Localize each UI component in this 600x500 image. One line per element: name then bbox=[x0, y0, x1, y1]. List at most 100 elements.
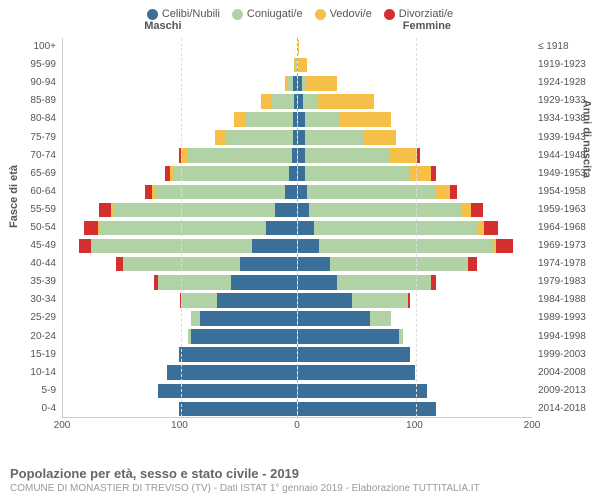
bar-segment bbox=[288, 75, 293, 92]
plot-area bbox=[62, 38, 532, 418]
legend-swatch bbox=[315, 9, 326, 20]
bar-segment bbox=[471, 202, 483, 219]
bar-segment bbox=[496, 238, 512, 255]
bar-segment bbox=[298, 328, 399, 345]
bar-segment bbox=[298, 184, 307, 201]
bar-segment bbox=[167, 364, 296, 381]
bar-segment bbox=[298, 202, 310, 219]
legend: Celibi/NubiliConiugati/eVedovi/eDivorzia… bbox=[0, 0, 600, 20]
birth-label: 1994-1998 bbox=[538, 332, 598, 342]
bar-segment bbox=[305, 165, 411, 182]
footer-title: Popolazione per età, sesso e stato civil… bbox=[10, 466, 594, 481]
bar-segment bbox=[79, 238, 91, 255]
bar-segment bbox=[99, 220, 266, 237]
bar-segment bbox=[188, 328, 190, 345]
bar-segment bbox=[431, 274, 436, 291]
birth-label: 1989-1993 bbox=[538, 313, 598, 323]
bar-segment bbox=[234, 111, 246, 128]
bar-segment bbox=[261, 93, 270, 110]
bar-segment bbox=[314, 220, 479, 237]
legend-swatch bbox=[147, 9, 158, 20]
birth-label: 1949-1953 bbox=[538, 169, 598, 179]
bar-segment bbox=[174, 165, 289, 182]
age-label: 30-34 bbox=[6, 295, 56, 305]
age-label: 85-89 bbox=[6, 96, 56, 106]
bar-segment bbox=[294, 93, 296, 110]
bar-segment bbox=[298, 364, 416, 381]
bar-segment bbox=[99, 202, 111, 219]
bar-segment bbox=[111, 202, 113, 219]
bar-segment bbox=[215, 129, 224, 146]
bar-segment bbox=[266, 220, 297, 237]
bar-segment bbox=[298, 383, 427, 400]
birth-label: ≤ 1918 bbox=[538, 42, 598, 52]
x-tick: 100 bbox=[406, 420, 423, 431]
birth-label: 1929-1933 bbox=[538, 96, 598, 106]
age-label: 5-9 bbox=[6, 386, 56, 396]
bar-segment bbox=[92, 238, 252, 255]
bar-segment bbox=[305, 75, 338, 92]
bar-segment bbox=[298, 238, 319, 255]
legend-label: Coniugati/e bbox=[247, 8, 303, 20]
bar-segment bbox=[158, 383, 297, 400]
birth-label: 1984-1988 bbox=[538, 295, 598, 305]
bar-segment bbox=[298, 292, 352, 309]
bar-segment bbox=[294, 57, 295, 74]
bar-segment bbox=[436, 184, 450, 201]
age-label: 60-64 bbox=[6, 187, 56, 197]
male-header: Maschi bbox=[144, 20, 181, 32]
bar-segment bbox=[307, 184, 436, 201]
bar-segment bbox=[337, 274, 431, 291]
bar-segment bbox=[305, 129, 364, 146]
bar-segment bbox=[462, 202, 471, 219]
x-tick: 200 bbox=[54, 420, 71, 431]
x-axis: 2001000100200 bbox=[62, 418, 532, 438]
age-label: 15-19 bbox=[6, 350, 56, 360]
birth-label: 2009-2013 bbox=[538, 386, 598, 396]
bar-segment bbox=[292, 147, 297, 164]
legend-item: Divorziati/e bbox=[384, 8, 453, 20]
bar-segment bbox=[293, 75, 297, 92]
gender-headers: Maschi Femmine bbox=[0, 20, 600, 38]
bar-segment bbox=[370, 310, 391, 327]
bar-segment bbox=[389, 147, 417, 164]
bar-segment bbox=[188, 147, 291, 164]
bar-segment bbox=[431, 165, 436, 182]
age-label: 50-54 bbox=[6, 223, 56, 233]
bar-segment bbox=[154, 274, 158, 291]
gridline bbox=[181, 38, 182, 417]
gridline bbox=[416, 38, 417, 417]
bar-segment bbox=[285, 75, 289, 92]
age-label: 55-59 bbox=[6, 205, 56, 215]
bar-segment bbox=[152, 184, 156, 201]
bar-segment bbox=[399, 328, 404, 345]
bar-segment bbox=[240, 256, 296, 273]
bar-segment bbox=[200, 310, 296, 327]
birth-label: 1979-1983 bbox=[538, 277, 598, 287]
bar-segment bbox=[252, 238, 297, 255]
bar-segment bbox=[298, 111, 305, 128]
age-label: 80-84 bbox=[6, 114, 56, 124]
birth-label: 1939-1943 bbox=[538, 133, 598, 143]
bar-segment bbox=[165, 165, 170, 182]
bar-segment bbox=[293, 111, 297, 128]
bar-segment bbox=[363, 129, 396, 146]
bar-segment bbox=[181, 147, 188, 164]
bar-segment bbox=[298, 39, 299, 56]
bar-segment bbox=[484, 220, 498, 237]
age-label: 65-69 bbox=[6, 169, 56, 179]
bar-segment bbox=[289, 165, 296, 182]
birth-label: 1944-1948 bbox=[538, 151, 598, 161]
bar-segment bbox=[231, 274, 297, 291]
bar-segment bbox=[352, 292, 408, 309]
legend-item: Celibi/Nubili bbox=[147, 8, 220, 20]
birth-label: 1924-1928 bbox=[538, 78, 598, 88]
birth-label: 1969-1973 bbox=[538, 241, 598, 251]
footer: Popolazione per età, sesso e stato civil… bbox=[10, 466, 594, 494]
bar-segment bbox=[298, 220, 314, 237]
footer-subtitle: COMUNE DI MONASTIER DI TREVISO (TV) - Da… bbox=[10, 483, 594, 494]
age-label: 0-4 bbox=[6, 404, 56, 414]
plot: Fasce di età Anni di nascita 100+95-9990… bbox=[0, 38, 600, 438]
bar-segment bbox=[450, 184, 457, 201]
bar-segment bbox=[408, 292, 410, 309]
